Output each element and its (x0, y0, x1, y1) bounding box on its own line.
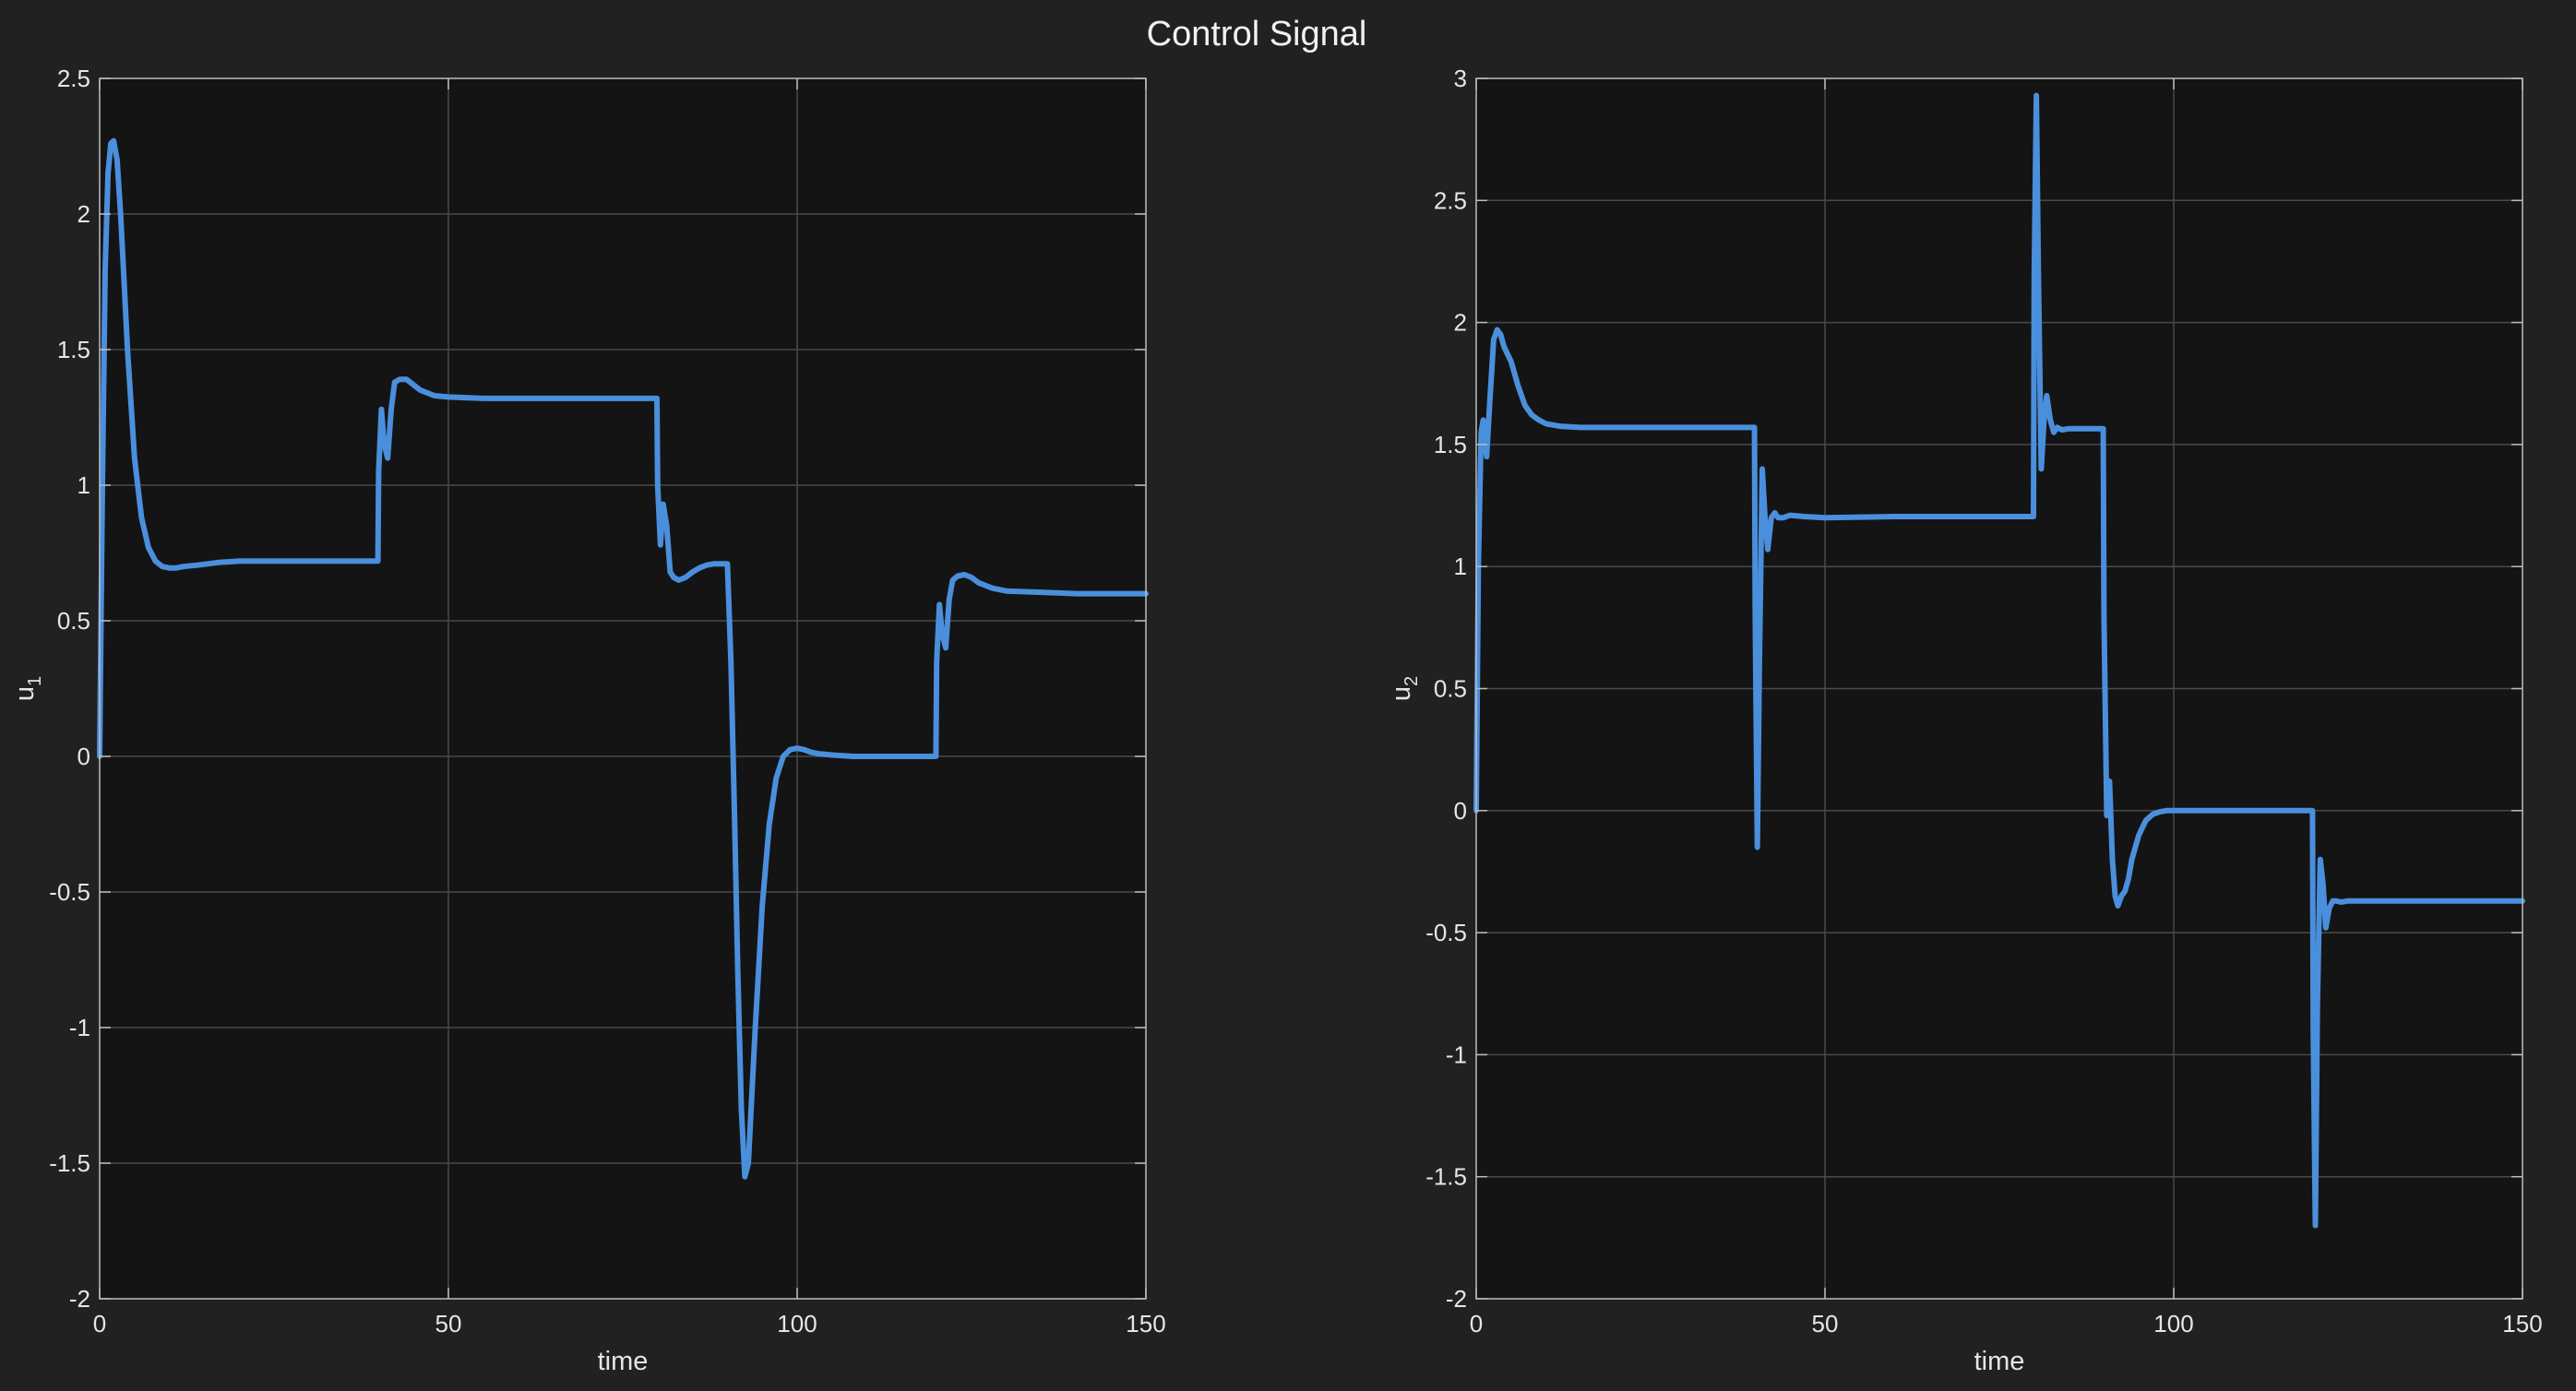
y-axis-label-main: u (10, 686, 40, 701)
y-tick-label: 2 (78, 200, 90, 228)
x-tick-label: 0 (93, 1310, 106, 1338)
x-axis-label: time (598, 1347, 649, 1376)
y-axis-label: u2 (1387, 676, 1422, 701)
y-tick-label: 0 (1454, 797, 1467, 825)
y-tick-label: 2.5 (1434, 186, 1467, 214)
y-tick-label: 3 (1454, 65, 1467, 92)
plot-area (100, 78, 1146, 1299)
y-axis-label-main: u (1387, 686, 1416, 701)
series-line-1 (97, 137, 1149, 1180)
y-tick-label: 0.5 (57, 607, 90, 635)
axis-box (99, 77, 1147, 1300)
y-tick-label: -0.5 (49, 878, 90, 906)
grid (100, 78, 1146, 1299)
y-tick-label: 1 (1454, 553, 1467, 580)
x-tick-label: 150 (1126, 1310, 1165, 1338)
x-tick-label: 0 (1470, 1310, 1483, 1338)
y-axis-label: u1 (10, 676, 45, 701)
y-tick-label: 2 (1454, 309, 1467, 337)
y-tick-label: 1.5 (57, 336, 90, 363)
x-tick-label: 50 (435, 1310, 462, 1338)
series-line-1 (1473, 92, 2525, 1229)
grid (1476, 78, 2522, 1299)
y-tick-label: 0 (78, 743, 90, 770)
y-tick-label: 2.5 (57, 65, 90, 92)
y-tick-label: -2 (69, 1285, 90, 1313)
x-axis-label: time (1974, 1347, 2025, 1376)
y-tick-label: 1.5 (1434, 431, 1467, 458)
y-tick-label: -1 (1446, 1040, 1467, 1068)
figure-title: Control Signal (1147, 15, 1367, 54)
x-tick-label: 100 (2153, 1310, 2193, 1338)
y-tick-label: -2 (1446, 1285, 1467, 1313)
y-axis-label-subscript: 1 (25, 676, 45, 686)
y-tick-label: 1 (78, 471, 90, 499)
y-tick-label: 0.5 (1434, 675, 1467, 703)
y-tick-label: -1.5 (1425, 1163, 1467, 1191)
x-tick-label: 100 (777, 1310, 817, 1338)
y-axis-label-subscript: 2 (1401, 676, 1422, 686)
x-tick-label: 150 (2502, 1310, 2542, 1338)
x-tick-label: 50 (1812, 1310, 1839, 1338)
y-tick-label: -1 (69, 1014, 90, 1041)
y-tick-label: -1.5 (49, 1149, 90, 1177)
y-tick-label: -0.5 (1425, 919, 1467, 946)
